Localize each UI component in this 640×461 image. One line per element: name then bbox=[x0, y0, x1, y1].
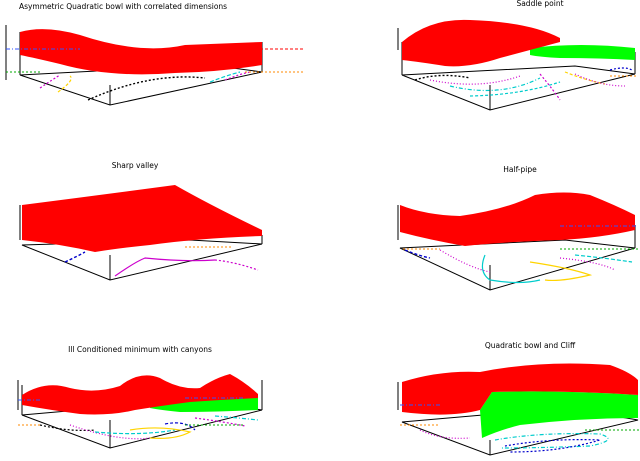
contour-line bbox=[429, 75, 521, 85]
panel-title: Ill Conditioned minimum with canyons bbox=[68, 345, 212, 354]
contour-line bbox=[69, 424, 151, 440]
panel-quadratic-bowl-and-cliff: Quadratic bowl and Cliff bbox=[397, 341, 640, 456]
contour-line bbox=[414, 74, 471, 81]
panel-title: Quadratic bowl and Cliff bbox=[485, 341, 576, 350]
contour-line bbox=[574, 73, 626, 87]
contour-line bbox=[504, 439, 601, 453]
contour-line bbox=[129, 427, 192, 439]
contour-line bbox=[39, 424, 96, 432]
panel-title: Sharp valley bbox=[112, 161, 159, 170]
contour-line bbox=[539, 73, 561, 101]
panel-asymmetric-quadratic-bowl: Asymmetric Quadratic bowl with correlate… bbox=[5, 2, 305, 106]
contour-line bbox=[559, 257, 616, 271]
contour-line bbox=[214, 415, 259, 421]
panel-title: Half-pipe bbox=[503, 165, 537, 174]
contour-line bbox=[194, 417, 246, 427]
contour-line bbox=[39, 74, 61, 89]
contour-line bbox=[209, 71, 241, 83]
panel-half-pipe: Half-pipe bbox=[397, 165, 638, 291]
contour-line bbox=[419, 429, 471, 439]
contour-line bbox=[224, 71, 251, 81]
surface bbox=[400, 192, 635, 246]
floor-box bbox=[21, 239, 263, 281]
contour-line bbox=[64, 251, 86, 263]
panel-ill-conditioned-minimum: Ill Conditioned minimum with canyons bbox=[17, 345, 263, 449]
contour-line bbox=[574, 254, 633, 263]
surface bbox=[402, 19, 560, 67]
panel-sharp-valley: Sharp valley bbox=[19, 161, 263, 281]
secondary-surface bbox=[530, 45, 635, 60]
contour-line bbox=[164, 422, 196, 431]
contour-line bbox=[449, 77, 541, 92]
surface bbox=[22, 185, 262, 252]
contour-line bbox=[481, 254, 541, 284]
contour-line bbox=[214, 259, 259, 271]
contour-line bbox=[529, 261, 593, 282]
contour-line bbox=[57, 75, 72, 93]
surface bbox=[22, 374, 258, 415]
panel-title: Asymmetric Quadratic bowl with correlate… bbox=[19, 2, 227, 11]
contour-line bbox=[469, 81, 561, 97]
contour-line bbox=[94, 429, 176, 435]
contour-line bbox=[114, 257, 216, 277]
contour-line bbox=[87, 76, 206, 101]
surface bbox=[402, 363, 638, 415]
panel-saddle-point: Saddle point bbox=[397, 0, 638, 111]
contour-line bbox=[609, 67, 633, 71]
contour-line bbox=[404, 249, 431, 259]
contour-line bbox=[494, 433, 609, 449]
contour-line bbox=[564, 71, 606, 85]
floor-box bbox=[401, 65, 636, 111]
surface bbox=[20, 29, 262, 75]
panel-title: Saddle point bbox=[516, 0, 563, 8]
secondary-surface bbox=[480, 391, 638, 438]
contour-line bbox=[439, 249, 491, 273]
